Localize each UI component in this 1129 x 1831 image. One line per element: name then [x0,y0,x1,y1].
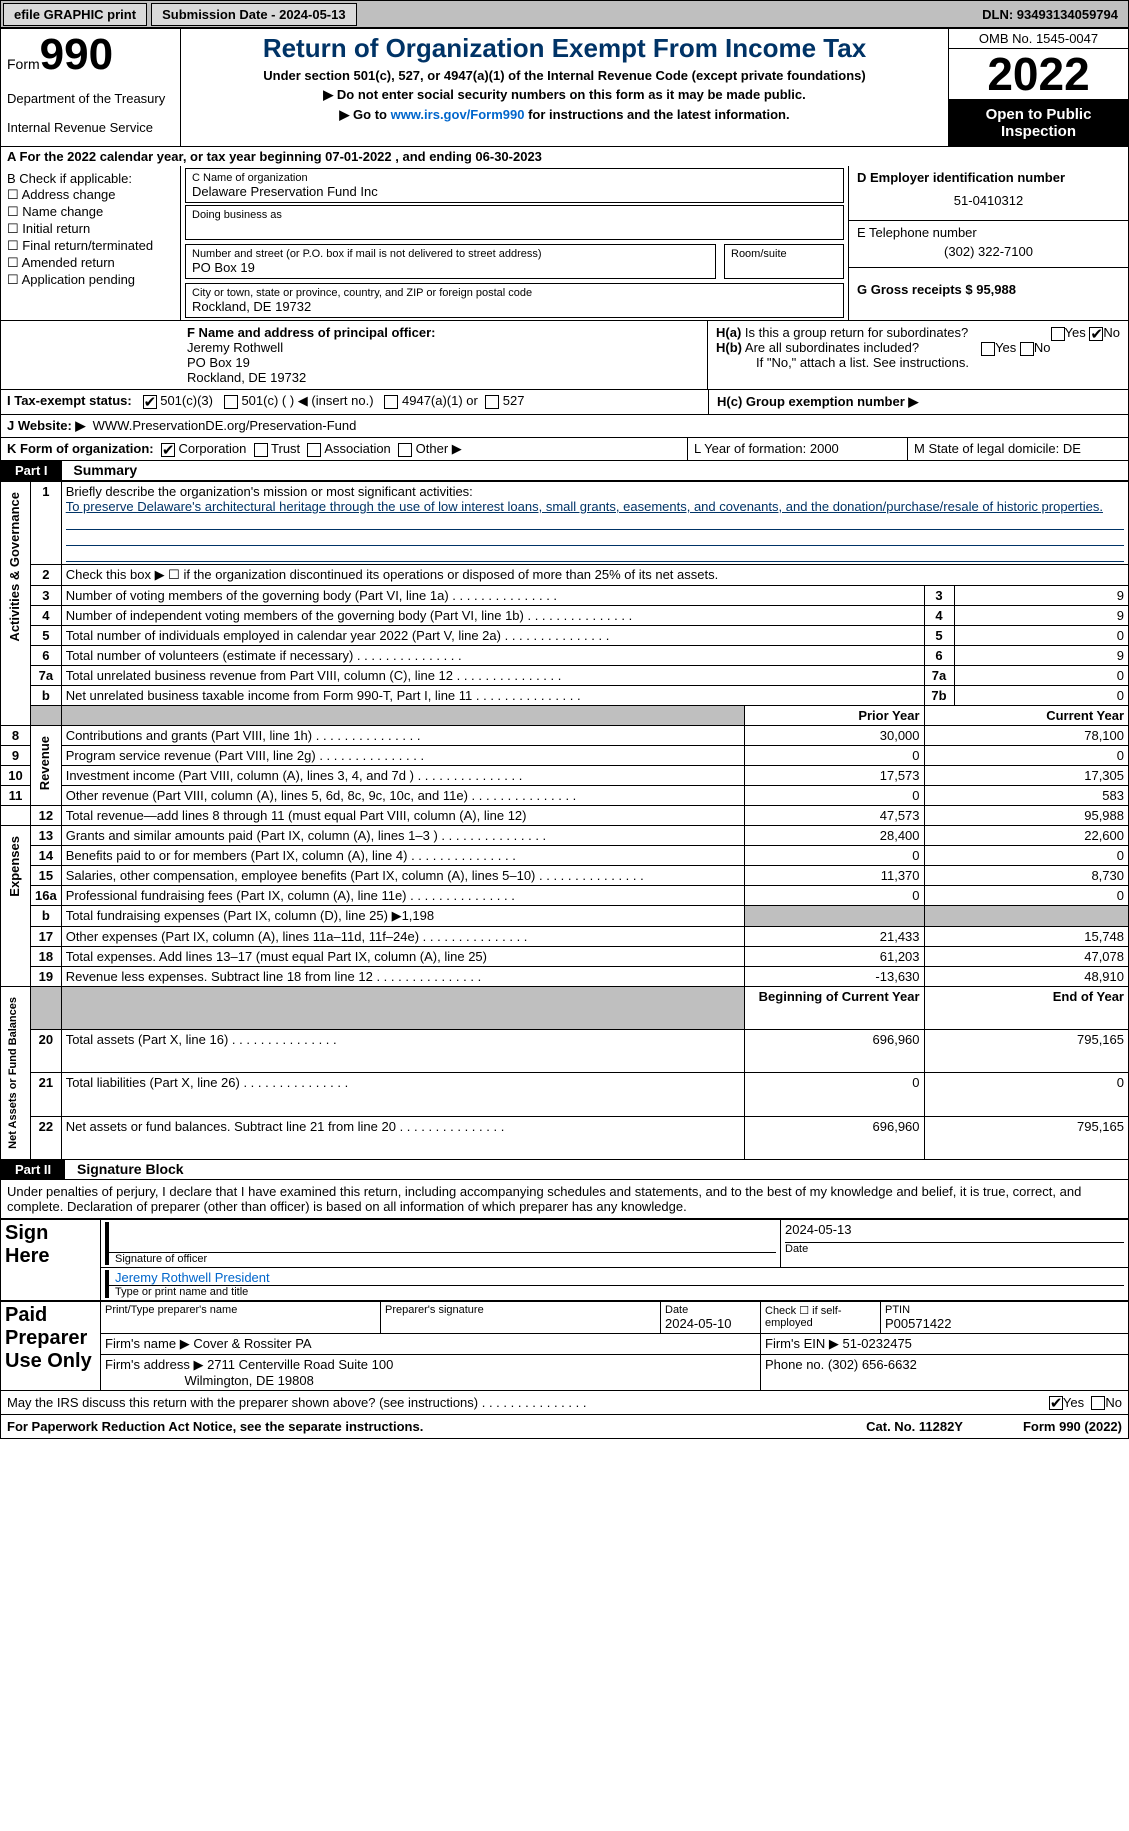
initial-return: ☐ Initial return [7,221,174,237]
officer-name: Jeremy Rothwell [187,340,701,355]
date-label: Date [785,1242,1124,1255]
j-label: J Website: ▶ [7,418,85,433]
gross-receipts: G Gross receipts $ 95,988 [857,282,1120,297]
line1-label: Briefly describe the organization's miss… [66,484,473,499]
prep-sig-label: Preparer's signature [385,1304,656,1316]
city-label: City or town, state or province, country… [192,287,837,299]
section-b-c-d: B Check if applicable: ☐ Address change … [0,166,1129,321]
room-label: Room/suite [731,248,837,260]
form-ref: Form 990 (2022) [1023,1419,1122,1434]
tax-year: 2022 [949,49,1128,99]
paid-preparer: Paid Preparer Use Only [1,1301,101,1390]
omb-number: OMB No. 1545-0047 [949,29,1128,49]
firm-addr: 2711 Centerville Road Suite 100 [207,1357,393,1372]
street-label: Number and street (or P.O. box if mail i… [192,248,709,260]
col-b: B Check if applicable: ☐ Address change … [1,166,181,320]
part-ii-title: Signature Block [69,1161,184,1177]
firm-name: Cover & Rossiter PA [193,1336,311,1351]
part-i-tag: Part I [1,461,62,480]
form-title: Return of Organization Exempt From Incom… [191,33,938,64]
street: PO Box 19 [192,260,709,275]
part-i-header: Part I Summary [0,461,1129,481]
prep-date: 2024-05-10 [665,1316,756,1331]
pra-notice: For Paperwork Reduction Act Notice, see … [7,1419,423,1434]
col-b-label: B Check if applicable: [7,171,174,186]
type-name-label: Type or print name and title [105,1285,1124,1298]
h-c: H(c) Group exemption number ▶ [717,394,1120,410]
col-c: C Name of organization Delaware Preserva… [181,166,848,320]
year-formation: L Year of formation: 2000 [688,438,908,460]
app-pending: ☐ Application pending [7,272,174,288]
final-return: ☐ Final return/terminated [7,238,174,254]
sign-here-table: Sign Here Signature of officer 2024-05-1… [0,1219,1129,1301]
phone-label: E Telephone number [857,225,1120,240]
ssn-warning: Do not enter social security numbers on … [191,87,938,103]
topbar: efile GRAPHIC print Submission Date - 20… [0,0,1129,28]
form-subtitle: Under section 501(c), 527, or 4947(a)(1)… [191,68,938,83]
row-k-l-m: K Form of organization: Corporation Trus… [0,438,1129,461]
ein: 51-0410312 [857,185,1120,216]
efile-print-btn[interactable]: efile GRAPHIC print [3,3,147,26]
prep-name-label: Print/Type preparer's name [105,1304,376,1316]
org-name: Delaware Preservation Fund Inc [192,184,837,199]
line-a: A For the 2022 calendar year, or tax yea… [0,147,1129,166]
irs-link[interactable]: www.irs.gov/Form990 [391,107,525,122]
self-employed: Check ☐ if self-employed [761,1301,881,1333]
f-label: F Name and address of principal officer: [187,325,701,340]
i-label: I Tax-exempt status: [7,393,132,408]
part-ii-header: Part II Signature Block [0,1160,1129,1180]
ein-label: D Employer identification number [857,170,1120,185]
signer-name[interactable]: Jeremy Rothwell President [115,1270,270,1285]
phone: (302) 322-7100 [857,240,1120,263]
row-f-h: F Name and address of principal officer:… [0,321,1129,390]
row-i: I Tax-exempt status: 501(c)(3) 501(c) ( … [0,390,1129,415]
org-name-label: C Name of organization [192,172,837,184]
k-label: K Form of organization: [7,441,154,456]
part-i-title: Summary [65,462,137,478]
form-number: 990 [40,30,113,79]
sign-here: Sign Here [1,1219,101,1300]
dba-label: Doing business as [192,209,837,221]
h-a: H(a) Is this a group return for subordin… [716,325,1120,340]
sig-date: 2024-05-13 [785,1222,1124,1242]
part-i-table: Activities & Governance 1 Briefly descri… [0,481,1129,1160]
h-b: H(b) Are all subordinates included? Yes … [716,340,1120,355]
addr-change: ☐ Address change [7,187,174,203]
amended-return: ☐ Amended return [7,255,174,271]
irs-label: Internal Revenue Service [7,120,174,135]
dln: DLN: 93493134059794 [982,7,1128,22]
cat-no: Cat. No. 11282Y [866,1419,963,1434]
vert-activities: Activities & Governance [5,484,24,650]
name-change: ☐ Name change [7,204,174,220]
row-j: J Website: ▶ WWW.PreservationDE.org/Pres… [0,415,1129,438]
firm-ein: 51-0232475 [843,1336,912,1351]
goto-instr: Go to www.irs.gov/Form990 for instructio… [191,107,938,123]
form-label: Form [7,56,40,72]
paid-preparer-table: Paid Preparer Use Only Print/Type prepar… [0,1301,1129,1391]
vert-revenue: Revenue [35,728,54,798]
firm-phone: (302) 656-6632 [828,1357,917,1372]
penalties: Under penalties of perjury, I declare th… [0,1180,1129,1219]
sig-officer-label: Signature of officer [105,1252,776,1265]
vert-expenses: Expenses [5,828,24,905]
h-b2: If "No," attach a list. See instructions… [716,355,1120,370]
dept-treasury: Department of the Treasury [7,91,174,106]
part-ii-tag: Part II [1,1160,65,1179]
mission: To preserve Delaware's architectural her… [66,499,1103,514]
state-domicile: M State of legal domicile: DE [908,438,1128,460]
officer-addr2: Rockland, DE 19732 [187,370,701,385]
city: Rockland, DE 19732 [192,299,837,314]
open-inspection: Open to Public Inspection [949,99,1128,146]
vert-netassets: Net Assets or Fund Balances [5,989,21,1157]
website: WWW.PreservationDE.org/Preservation-Fund [93,418,357,433]
ptin: P00571422 [885,1316,1124,1331]
discuss-row: May the IRS discuss this return with the… [0,1391,1129,1415]
col-d: D Employer identification number 51-0410… [848,166,1128,320]
form-header: Form990 Department of the Treasury Inter… [0,28,1129,147]
line2: Check this box ▶ ☐ if the organization d… [61,565,1128,586]
footer: For Paperwork Reduction Act Notice, see … [0,1415,1129,1439]
submission-date: Submission Date - 2024-05-13 [151,3,357,26]
officer-addr1: PO Box 19 [187,355,701,370]
